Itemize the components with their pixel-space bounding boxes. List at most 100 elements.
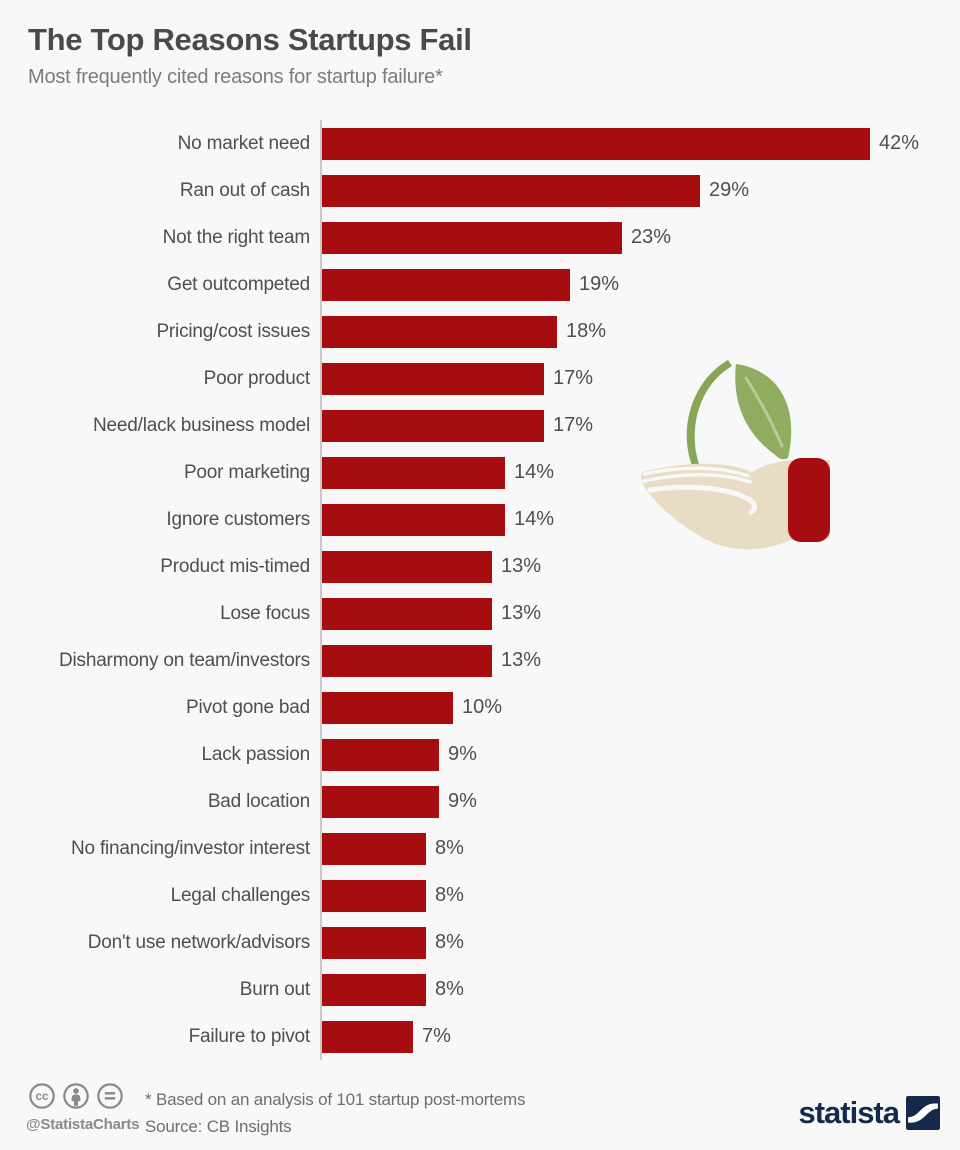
chart-row: No market need 42%	[28, 120, 938, 167]
category-label: Burn out	[239, 978, 310, 1000]
bar-track: 13%	[320, 543, 938, 590]
bar	[322, 127, 870, 160]
bar	[322, 879, 426, 912]
value-label: 10%	[462, 696, 503, 718]
hand-icon	[640, 460, 830, 550]
bar-track: 29%	[320, 167, 938, 214]
hand-holding-sprout-illustration	[640, 360, 830, 550]
thumb-line	[647, 484, 758, 515]
category-label: Disharmony on team/investors	[58, 649, 310, 671]
sprout-stem-icon	[686, 360, 732, 468]
chart-row: Ran out of cash 29%	[28, 167, 938, 214]
category-label: Product mis-timed	[160, 555, 310, 577]
statista-charts-handle: @StatistaCharts	[26, 1116, 140, 1133]
category-label: Failure to pivot	[188, 1025, 311, 1047]
chart-row: Legal challenges 8%	[28, 872, 938, 919]
value-label: 13%	[501, 602, 542, 624]
category-label: Don't use network/advisors	[87, 931, 311, 953]
finger-gap	[642, 473, 752, 484]
bar	[322, 221, 622, 254]
bar	[322, 597, 492, 630]
bar	[322, 926, 426, 959]
bar	[322, 456, 505, 489]
footnote: * Based on an analysis of 101 startup po…	[145, 1090, 526, 1109]
value-label: 8%	[435, 884, 464, 906]
category-label: Lose focus	[220, 602, 310, 624]
statista-logo-icon	[906, 1096, 940, 1130]
bar	[322, 644, 492, 677]
equal-icon	[97, 1083, 123, 1109]
footnotes: * Based on an analysis of 101 startup po…	[145, 1086, 525, 1140]
chart-row: Burn out 8%	[28, 966, 938, 1013]
bar	[322, 973, 426, 1006]
bar-track: 8%	[320, 966, 938, 1013]
bar-track: 9%	[320, 778, 938, 825]
chart-row: Bad location 9%	[28, 778, 938, 825]
finger-gap	[642, 466, 750, 478]
chart-row: Ignore customers 14%	[28, 496, 938, 543]
bar-track: 14%	[320, 496, 938, 543]
chart-row: Get outcompeted 19%	[28, 261, 938, 308]
category-label: Pricing/cost issues	[156, 320, 310, 342]
chart-row: Need/lack business model 17%	[28, 402, 938, 449]
bar-track: 19%	[320, 261, 938, 308]
value-label: 29%	[709, 179, 750, 201]
category-label: No financing/investor interest	[70, 837, 310, 859]
value-label: 14%	[514, 461, 555, 483]
bar	[322, 174, 700, 207]
chart-row: Pivot gone bad 10%	[28, 684, 938, 731]
value-label: 8%	[435, 837, 464, 859]
value-label: 8%	[435, 931, 464, 953]
sleeve-cuff	[788, 458, 830, 542]
statista-wordmark: statista	[798, 1095, 900, 1130]
page-title: The Top Reasons Startups Fail	[28, 22, 472, 57]
chart-row: Disharmony on team/investors 13%	[28, 637, 938, 684]
chart-row: Failure to pivot 7%	[28, 1013, 938, 1060]
category-label: Legal challenges	[170, 884, 311, 906]
category-label: Pivot gone bad	[186, 696, 310, 718]
value-label: 23%	[631, 226, 672, 248]
category-label: Ran out of cash	[179, 179, 310, 201]
bar	[322, 550, 492, 583]
value-label: 18%	[566, 320, 607, 342]
value-label: 14%	[514, 508, 555, 530]
page-subtitle: Most frequently cited reasons for startu…	[28, 66, 443, 88]
chart-row: Not the right team 23%	[28, 214, 938, 261]
chart-row: Pricing/cost issues 18%	[28, 308, 938, 355]
category-label: Ignore customers	[166, 508, 310, 530]
value-label: 13%	[501, 649, 542, 671]
bar-track: 13%	[320, 637, 938, 684]
value-label: 17%	[553, 414, 594, 436]
bar-track: 18%	[320, 308, 938, 355]
category-label: Poor product	[203, 367, 311, 389]
value-label: 42%	[879, 132, 920, 154]
value-label: 13%	[501, 555, 542, 577]
attribution-icon	[63, 1083, 89, 1109]
bar	[322, 738, 439, 771]
chart-row: Don't use network/advisors 8%	[28, 919, 938, 966]
value-label: 9%	[448, 743, 477, 765]
bar-track: 23%	[320, 214, 938, 261]
bar-track: 13%	[320, 590, 938, 637]
value-label: 8%	[435, 978, 464, 1000]
category-label: Lack passion	[201, 743, 310, 765]
source: Source: CB Insights	[145, 1117, 292, 1136]
bar-track: 17%	[320, 355, 938, 402]
bar	[322, 362, 544, 395]
bar-track: 7%	[320, 1013, 938, 1060]
bar-track: 9%	[320, 731, 938, 778]
svg-text:cc: cc	[36, 1090, 49, 1103]
bar	[322, 315, 557, 348]
chart-row: No financing/investor interest 8%	[28, 825, 938, 872]
chart-row: Poor product 17%	[28, 355, 938, 402]
statista-logo: statista	[798, 1096, 940, 1130]
category-label: Need/lack business model	[93, 414, 310, 436]
value-label: 7%	[422, 1025, 451, 1047]
value-label: 19%	[579, 273, 620, 295]
category-label: Get outcompeted	[167, 273, 310, 295]
bar-track: 8%	[320, 919, 938, 966]
bar-chart: No market need 42% Ran out of cash 29% N…	[28, 120, 938, 1060]
category-label: Poor marketing	[183, 461, 310, 483]
cc-icon: cc	[29, 1083, 55, 1109]
